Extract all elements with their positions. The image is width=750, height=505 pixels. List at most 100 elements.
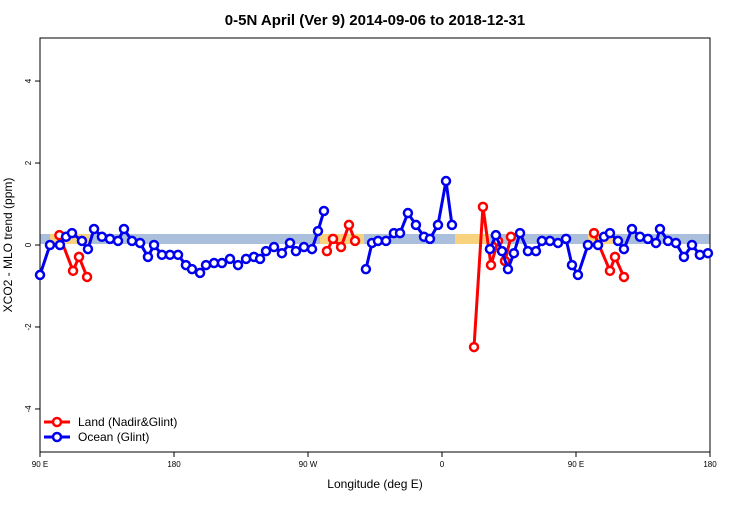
point [694, 249, 706, 261]
point [126, 235, 138, 247]
point [186, 263, 198, 275]
point [582, 239, 594, 251]
point [254, 253, 266, 265]
point [260, 245, 272, 257]
point [335, 241, 347, 253]
point [298, 241, 310, 253]
point [618, 243, 630, 255]
point [343, 219, 355, 231]
point [76, 235, 88, 247]
x-tick-label: 0 [440, 460, 445, 469]
point [572, 269, 584, 281]
point [327, 233, 339, 245]
point [686, 239, 698, 251]
legend-marker [51, 416, 63, 428]
point [284, 237, 296, 249]
point [485, 259, 497, 271]
land-band [455, 234, 490, 244]
point [81, 271, 93, 283]
point [200, 259, 212, 271]
point [650, 237, 662, 249]
point [440, 175, 452, 187]
point [224, 253, 236, 265]
point [67, 265, 79, 277]
point [172, 249, 184, 261]
legend-marker [51, 431, 63, 443]
x-tick-label: 90 E [32, 460, 48, 469]
point [424, 233, 436, 245]
x-axis-label: Longitude (deg E) [327, 477, 422, 491]
y-tick-label: -4 [24, 405, 33, 413]
point [54, 239, 66, 251]
point [360, 263, 372, 275]
point [148, 239, 160, 251]
point [604, 265, 616, 277]
point [82, 243, 94, 255]
point [552, 237, 564, 249]
x-tick-label: 180 [703, 460, 717, 469]
point [66, 227, 78, 239]
point [544, 235, 556, 247]
point [306, 243, 318, 255]
x-tick-label: 90 W [299, 460, 318, 469]
point [142, 251, 154, 263]
y-tick-label: 2 [24, 160, 33, 165]
land-band [320, 234, 364, 244]
y-tick-label: 0 [24, 242, 33, 247]
point [96, 231, 108, 243]
point [118, 223, 130, 235]
point [484, 243, 496, 255]
legend-label: Ocean (Glint) [78, 430, 149, 444]
point [490, 229, 502, 241]
point [34, 269, 46, 281]
point [321, 245, 333, 257]
point [505, 231, 517, 243]
x-tick-label: 90 E [568, 460, 584, 469]
series-line [38, 180, 709, 279]
point [104, 233, 116, 245]
x-tick-label: 180 [167, 460, 181, 469]
point [530, 245, 542, 257]
point [609, 251, 621, 263]
y-tick-label: 4 [24, 78, 33, 83]
point [349, 235, 361, 247]
point [670, 237, 682, 249]
point [508, 247, 520, 259]
point [642, 233, 654, 245]
point [44, 239, 56, 251]
point [380, 235, 392, 247]
point [402, 207, 414, 219]
point [477, 201, 489, 213]
point [312, 225, 324, 237]
point [468, 341, 480, 353]
point [654, 223, 666, 235]
chart-title: 0-5N April (Ver 9) 2014-09-06 to 2018-12… [225, 12, 525, 29]
point [112, 235, 124, 247]
point [626, 223, 638, 235]
point [276, 247, 288, 259]
point [612, 235, 624, 247]
point [410, 219, 422, 231]
point [618, 271, 630, 283]
point [432, 219, 444, 231]
point [216, 257, 228, 269]
point [604, 227, 616, 239]
series-line [57, 206, 626, 348]
point [194, 267, 206, 279]
point [588, 227, 600, 239]
point [496, 245, 508, 257]
point [290, 245, 302, 257]
point [446, 219, 458, 231]
point [394, 227, 406, 239]
point [88, 223, 100, 235]
point [678, 251, 690, 263]
point [73, 251, 85, 263]
point [514, 227, 526, 239]
legend-label: Land (Nadir&Glint) [78, 415, 177, 429]
point [502, 263, 514, 275]
y-axis-label: XCO2 - MLO trend (ppm) [1, 178, 15, 313]
point [134, 237, 146, 249]
point [232, 259, 244, 271]
point [592, 239, 604, 251]
